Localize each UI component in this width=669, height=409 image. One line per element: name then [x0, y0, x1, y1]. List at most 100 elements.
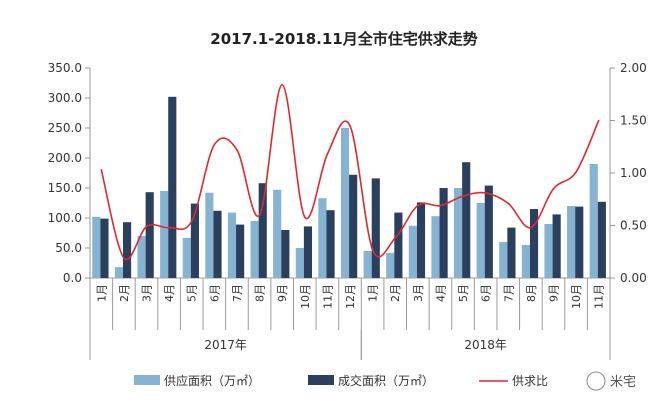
bar-supply — [92, 216, 101, 278]
plot-area: 0.0 50.0 100.0 150.0 200.0 250.0 300.0 350.0 0.0… — [48, 61, 647, 360]
bar-supply — [499, 242, 508, 278]
bar-supply — [544, 224, 553, 278]
x-tick-label: 2月 — [118, 284, 131, 302]
bar-supply — [408, 225, 417, 278]
bar-deal — [371, 178, 380, 278]
y-left-tick-label: 150.0 — [48, 181, 82, 195]
y-right-tick-label: 0.00 — [620, 271, 647, 285]
x-tick-label: 5月 — [457, 284, 470, 302]
x-tick-label: 2月 — [389, 284, 402, 302]
legend: 供应面积（万㎡） 成交面积（万㎡） 供求比 — [134, 373, 548, 388]
x-tick-label: 7月 — [231, 284, 244, 302]
bar-supply — [250, 221, 259, 278]
point-ratio — [394, 237, 397, 239]
point-ratio — [236, 149, 238, 151]
bar-supply — [340, 128, 350, 278]
x-tick-label: 6月 — [480, 284, 493, 302]
bar-supply — [386, 252, 395, 278]
y-left-tick-label: 50.0 — [55, 241, 82, 255]
point-ratio — [507, 202, 510, 205]
point-ratio — [349, 124, 351, 127]
bar-deal — [507, 227, 516, 278]
bar-supply — [273, 189, 282, 278]
point-ratio — [439, 204, 442, 207]
bar-deal — [168, 96, 177, 278]
point-ratio — [484, 192, 487, 194]
x-tick-label: 3月 — [412, 284, 425, 302]
point-ratio — [417, 204, 419, 207]
bar-supply — [160, 191, 169, 278]
bar-deal — [552, 214, 561, 278]
point-ratio — [100, 169, 103, 171]
y-left-tick-label: 350.0 — [48, 61, 82, 75]
x-tick-label: 12月 — [344, 284, 357, 309]
legend-label-ratio: 供求比 — [512, 374, 548, 388]
y-left-tick-label: 100.0 — [48, 211, 82, 225]
point-ratio — [145, 225, 148, 228]
point-ratio — [123, 257, 125, 259]
point-ratio — [213, 143, 216, 146]
x-tick-label: 5月 — [186, 284, 199, 302]
bar-supply — [454, 188, 463, 278]
legend-label-deal: 成交面积（万㎡） — [338, 373, 434, 388]
x-tick-label: 4月 — [163, 284, 176, 302]
bar-deal — [145, 192, 154, 278]
point-ratio — [326, 153, 329, 155]
x-tick-label: 4月 — [434, 284, 447, 302]
bar-deal — [416, 202, 426, 278]
bar-deal — [303, 226, 313, 278]
y-left-tick-label: 250.0 — [48, 121, 82, 135]
point-ratio — [575, 171, 577, 173]
point-ratio — [371, 248, 374, 251]
bar-deal — [597, 201, 606, 278]
bar-deal — [213, 210, 222, 278]
point-ratio — [168, 226, 170, 229]
bar-deal — [236, 224, 245, 278]
legend-label-supply: 供应面积（万㎡） — [164, 373, 260, 388]
point-ratio — [281, 84, 283, 86]
bar-supply — [182, 237, 191, 278]
point-ratio — [462, 195, 464, 197]
group-label: 2018年 — [464, 338, 507, 352]
bar-deal — [326, 210, 335, 278]
bar-deal — [281, 230, 290, 278]
x-tick-label: 9月 — [547, 284, 560, 302]
point-ratio — [552, 187, 555, 190]
bar-deal — [462, 162, 471, 278]
x-tick-label: 6月 — [208, 284, 221, 302]
bar-deal — [394, 212, 403, 278]
bar-deal — [575, 206, 584, 278]
bar-supply — [521, 245, 530, 278]
y-right-tick-label: 2.00 — [620, 61, 647, 75]
x-tick-label: 10月 — [570, 284, 583, 309]
bar-deal — [258, 183, 267, 278]
bar-deal — [484, 185, 493, 278]
watermark: 米宅 — [586, 371, 636, 391]
bar-deal — [100, 218, 109, 278]
bar-supply — [295, 248, 304, 278]
bar-deal — [439, 188, 448, 278]
point-ratio — [303, 216, 306, 218]
x-tick-label: 1月 — [367, 284, 380, 302]
x-tick-label: 3月 — [141, 284, 154, 302]
x-tick-label: 10月 — [299, 284, 312, 309]
point-ratio — [597, 119, 600, 122]
y-right-tick-label: 1.50 — [620, 114, 647, 128]
bar-supply — [114, 267, 124, 278]
y-right-tick-label: 0.50 — [620, 219, 647, 233]
bar-supply — [227, 212, 237, 278]
bar-supply — [567, 206, 576, 278]
bar-supply — [318, 198, 327, 278]
bar-deal — [529, 209, 539, 278]
y-left-tick-label: 300.0 — [48, 91, 82, 105]
y-left-tick-label: 0.0 — [63, 271, 82, 285]
bar-supply — [589, 164, 598, 278]
x-tick-label: 9月 — [276, 284, 289, 302]
point-ratio — [530, 226, 532, 229]
bar-supply — [431, 216, 440, 278]
bar-supply — [363, 251, 372, 278]
x-tick-label: 7月 — [502, 284, 515, 302]
bar-deal — [190, 203, 199, 278]
bar-deal — [123, 222, 132, 278]
